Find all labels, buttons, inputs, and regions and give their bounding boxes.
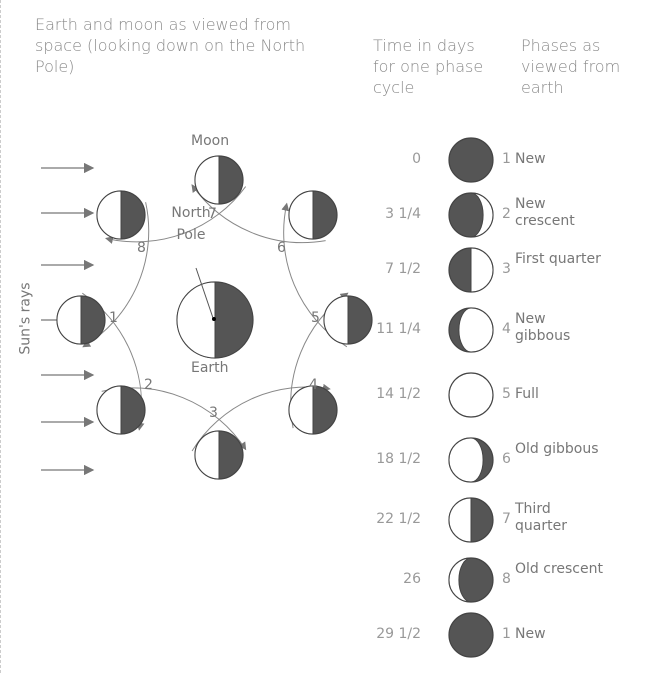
phase-name: First quarter (515, 251, 601, 267)
phase-time: 0 (412, 151, 421, 167)
phase-name: Third quarter (515, 501, 567, 534)
phase-name: New gibbous (515, 311, 571, 344)
lit-part (448, 497, 472, 543)
orbit-arc (105, 186, 247, 244)
phase-name: New (515, 626, 546, 642)
orbit-number: 5 (311, 310, 320, 326)
lit-part (194, 155, 220, 205)
lit-part (470, 192, 494, 238)
phase-number: 2 (502, 206, 511, 222)
phase-number: 6 (502, 451, 511, 467)
north-pole-label: North Pole (171, 205, 211, 243)
lit-part (458, 307, 494, 353)
lit-part (288, 190, 314, 240)
phase-name: New (515, 151, 546, 167)
time-header: Time in days for one phase cycle (373, 36, 484, 97)
phase-name: New crescent (515, 196, 575, 229)
orbit-number: 2 (144, 377, 153, 393)
pole-leader (195, 267, 214, 319)
left-header: Earth and moon as viewed from space (loo… (35, 15, 306, 76)
orbit-number: 1 (109, 310, 118, 326)
phase-number: 1 (502, 151, 511, 167)
phase-time: 18 1/2 (376, 451, 421, 467)
phase-number: 3 (502, 261, 511, 277)
phase-time: 22 1/2 (376, 511, 421, 527)
lit-part (448, 557, 472, 603)
moon-label: Moon (191, 133, 230, 149)
lit-part (194, 430, 220, 480)
lit-part (176, 281, 216, 359)
phase-number: 4 (502, 321, 511, 337)
lit-part (96, 385, 122, 435)
orbit-arc (191, 184, 326, 244)
phase-time: 11 1/4 (376, 321, 421, 337)
orbit-number: 8 (137, 240, 146, 256)
phase-name: Old gibbous (515, 441, 599, 457)
orbit-number: 6 (277, 240, 286, 256)
lit-part (448, 437, 484, 483)
orbit-number: 7 (208, 206, 217, 222)
lit-part (470, 247, 494, 293)
lit-part (96, 190, 122, 240)
pole-dot (212, 317, 216, 321)
phase-name: Full (515, 386, 539, 402)
disc (448, 137, 494, 183)
phase-number: 7 (502, 511, 511, 527)
orbit-number: 4 (309, 377, 318, 393)
phase-time: 14 1/2 (376, 386, 421, 402)
lit-part (288, 385, 314, 435)
disc (448, 612, 494, 658)
lit-part (56, 295, 82, 345)
earth-label: Earth (191, 360, 229, 376)
lit-part (323, 295, 349, 345)
phase-time: 7 1/2 (385, 261, 421, 277)
phases-header: Phases as viewed from earth (521, 36, 621, 97)
sun-rays-label: Sun's rays (17, 282, 34, 355)
phase-name: Old crescent (515, 561, 603, 577)
phase-number: 1 (502, 626, 511, 642)
orbit-number: 3 (209, 405, 218, 421)
phase-time: 29 1/2 (376, 626, 421, 642)
disc (448, 372, 494, 418)
phase-time: 3 1/4 (385, 206, 421, 222)
phase-time: 26 (403, 571, 421, 587)
phase-number: 8 (502, 571, 511, 587)
phase-number: 5 (502, 386, 511, 402)
